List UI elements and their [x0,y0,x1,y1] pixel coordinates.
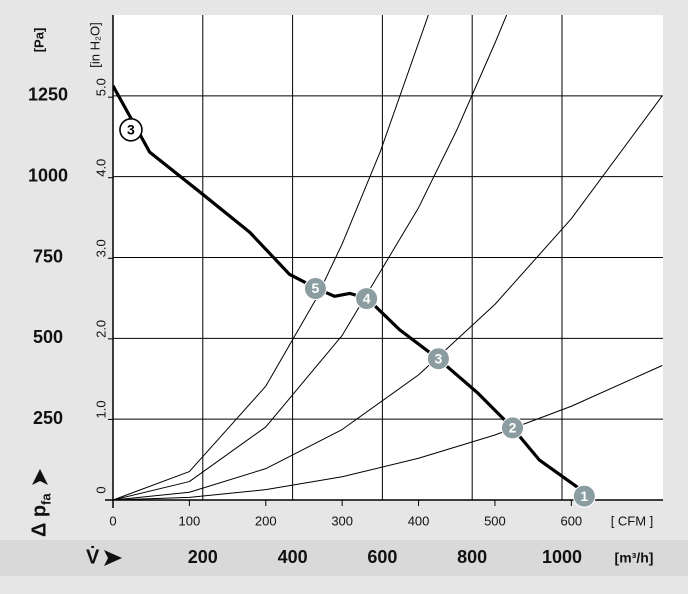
x-tick-label: 1000 [542,547,582,567]
y-label-sub: fa [38,493,53,505]
curve [113,15,429,501]
curve [113,15,508,501]
x2-tick-label: 0 [109,513,116,528]
point-label: 2 [509,420,517,436]
y2-tick-label: 0 [93,486,108,493]
y-tick-label: 750 [33,246,63,266]
operating-point [572,484,596,508]
x-unit: [m³/h] [615,550,654,566]
curves [113,15,663,501]
x2-tick-label: 300 [331,513,353,528]
point-label: 5 [312,280,320,296]
x2-unit: [ CFM ] [611,513,654,528]
x2-tick-label: 200 [255,513,277,528]
y-arrow [32,469,48,485]
bottom-band [0,540,688,576]
x-tick-label: 600 [367,547,397,567]
y2-tick-label: 4.0 [93,159,108,177]
operating-point [303,277,327,301]
curve [113,95,663,501]
x-arrow [104,550,122,566]
x-tick-label: 400 [278,547,308,567]
y2-tick-label: 1.0 [93,400,108,418]
y-tick-label: 250 [33,408,63,428]
x2-tick-label: 500 [484,513,506,528]
y2-tick-label: 3.0 [93,239,108,257]
y-tick-label: 500 [33,327,63,347]
y-label-text: Δ p [28,505,50,537]
y2-tick-label: 2.0 [93,320,108,338]
y2-unit: [in H₂O] [87,22,102,68]
x-tick-label: 800 [457,547,487,567]
x2-tick-label: 400 [408,513,430,528]
operating-point [119,117,143,142]
point-label: 3 [435,350,443,366]
y-unit: [Pa] [31,28,46,53]
curve [113,365,663,501]
y-label: Δ p fa [28,469,53,537]
x-label: V̇ [86,544,100,568]
operating-point [426,347,450,371]
operating-point [501,416,525,440]
operating-point [355,287,379,311]
point-label: 1 [580,488,588,504]
y-tick-label: 1000 [28,165,68,185]
x-tick-label: 200 [188,547,218,567]
y2-tick-label: 5.0 [93,78,108,96]
curve [113,85,583,492]
point-label: 4 [363,290,371,306]
y-tick-label: 1250 [28,85,68,105]
x2-tick-label: 600 [560,513,582,528]
point-label: 3 [127,121,135,137]
x2-tick-label: 100 [179,513,201,528]
